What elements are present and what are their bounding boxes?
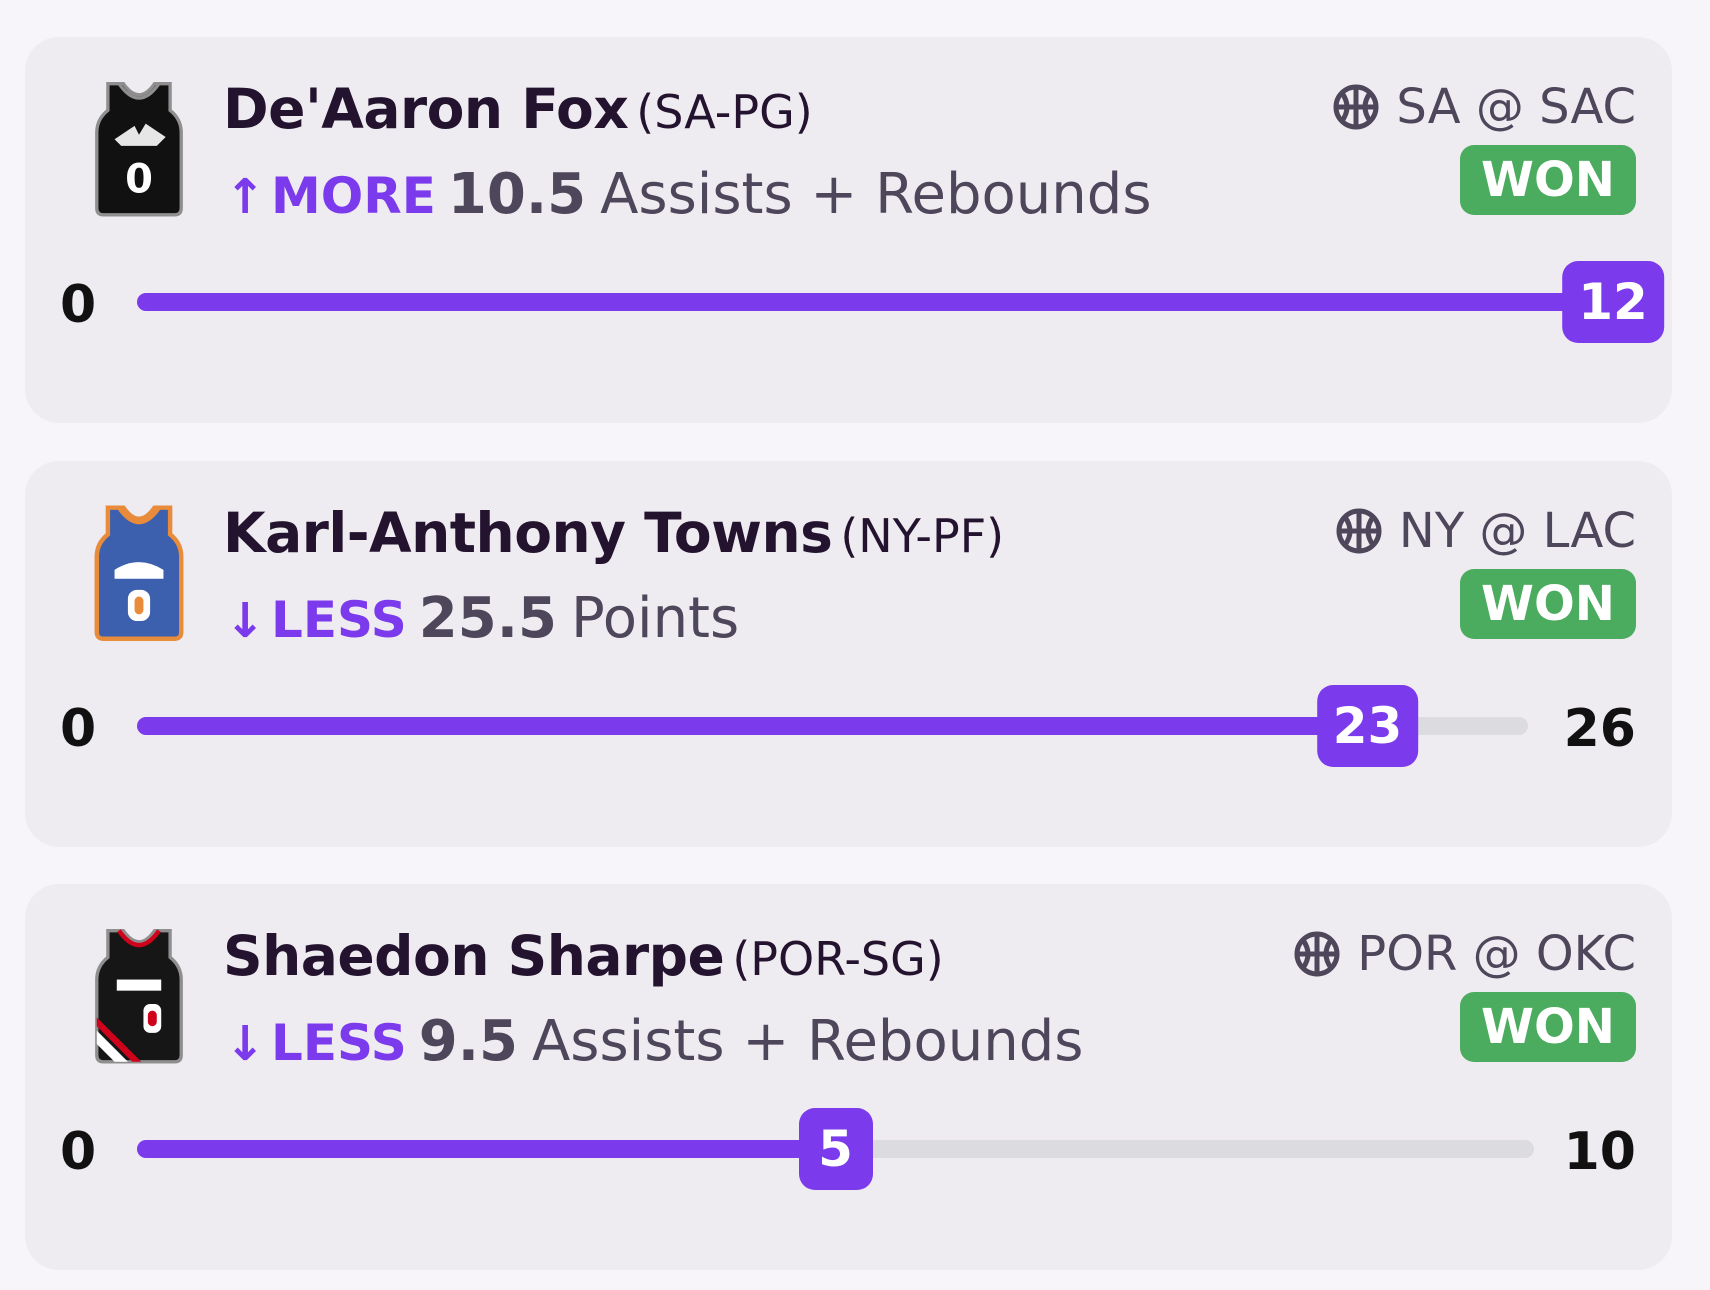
matchup-text: NY @ LAC [1398,503,1636,559]
result-badge: WON [1460,145,1636,215]
progress-bar: 0 12 [25,257,1672,347]
pick-card-sharpe[interactable]: Shaedon Sharpe (POR-SG) ↓ LESS 9.5 Assists +… [25,884,1672,1270]
basketball-icon [1293,930,1341,978]
player-name: De'Aaron Fox [223,77,629,141]
result-badge: WON [1460,569,1636,639]
team-position: (POR-SG) [732,932,944,986]
pick-card-fox[interactable]: 0 De'Aaron Fox (SA-PG) ↑ MORE 10.5 Assists +… [25,37,1672,423]
progress-max: 26 [1563,699,1636,759]
pick-direction: LESS [271,1014,407,1072]
pick-direction: LESS [271,591,407,649]
line-value: 25.5 [418,586,557,651]
basketball-icon [1335,507,1383,555]
matchup: SA @ SAC [1332,79,1636,135]
player-name-line: Karl-Anthony Towns (NY-PF) [223,501,1004,565]
knicks-jersey-icon [83,501,195,641]
pick-direction: MORE [271,167,436,225]
progress-min: 0 [60,699,97,759]
progress-fill [137,717,1368,735]
progress-max: 10 [1563,1122,1636,1182]
progress-value-thumb: 23 [1316,685,1419,767]
progress-track [137,717,1528,735]
stat-name: Assists + Rebounds [532,1009,1084,1074]
player-name-line: Shaedon Sharpe (POR-SG) [223,924,944,988]
pick-card-towns[interactable]: Karl-Anthony Towns (NY-PF) ↓ LESS 25.5 Point… [25,461,1672,847]
progress-track [137,293,1656,311]
progress-min: 0 [60,1122,97,1182]
player-name: Karl-Anthony Towns [223,501,833,565]
progress-value-thumb: 5 [798,1108,873,1190]
arrow-down-icon: ↓ [225,1016,266,1072]
svg-text:0: 0 [125,157,153,203]
basketball-icon [1332,83,1380,131]
blazers-jersey-icon [83,924,195,1064]
progress-min: 0 [60,275,97,335]
matchup: POR @ OKC [1293,926,1636,982]
matchup-text: SA @ SAC [1396,79,1636,135]
progress-fill [137,293,1656,311]
player-name: Shaedon Sharpe [223,924,725,988]
stat-name: Points [570,586,740,651]
arrow-down-icon: ↓ [225,593,266,649]
progress-value-thumb: 12 [1562,261,1664,343]
matchup-text: POR @ OKC [1357,926,1636,982]
pick-line: ↓ LESS 9.5 Assists + Rebounds [225,1009,1083,1074]
arrow-up-icon: ↑ [225,169,266,225]
line-value: 9.5 [418,1009,518,1074]
progress-fill [137,1140,836,1158]
line-value: 10.5 [447,162,587,227]
progress-bar: 0 5 10 [25,1104,1672,1194]
spurs-jersey-icon: 0 [83,77,195,217]
stat-name: Assists + Rebounds [600,162,1152,227]
progress-bar: 0 23 26 [25,681,1672,771]
team-position: (SA-PG) [636,85,813,139]
result-badge: WON [1460,992,1636,1062]
pick-line: ↑ MORE 10.5 Assists + Rebounds [225,162,1152,227]
pick-line: ↓ LESS 25.5 Points [225,586,739,651]
matchup: NY @ LAC [1335,503,1636,559]
player-name-line: De'Aaron Fox (SA-PG) [223,77,813,141]
team-position: (NY-PF) [840,509,1005,563]
